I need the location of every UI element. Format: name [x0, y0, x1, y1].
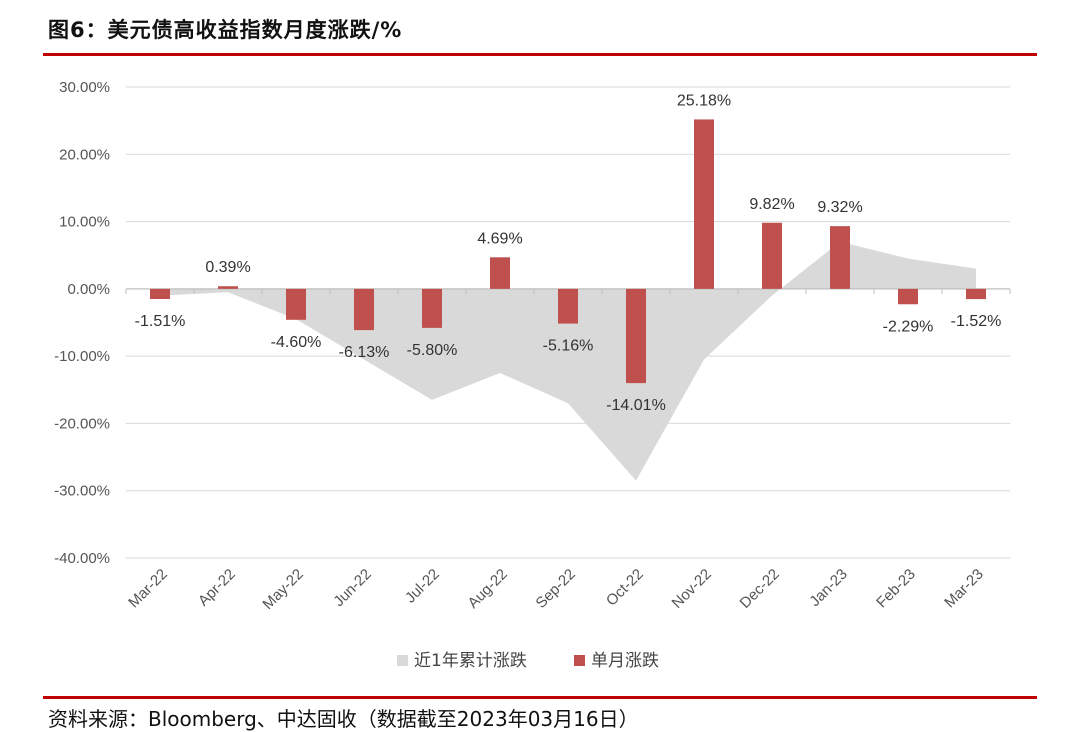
- figure-title: 图6：美元债高收益指数月度涨跌/%: [48, 18, 403, 42]
- bar-feb-23: [898, 288, 918, 305]
- bar-aug-22: [490, 257, 510, 289]
- bar-apr-22: [218, 286, 238, 289]
- x-tick-label: Aug-22: [465, 566, 511, 612]
- data-label-mar-23: -1.52%: [951, 313, 1002, 330]
- data-label-jun-22: -6.13%: [339, 344, 390, 361]
- y-tick-label: 10.00%: [59, 214, 110, 231]
- x-tick-label: Jul-22: [402, 566, 443, 607]
- x-tick-label: Mar-22: [125, 566, 171, 612]
- legend: 近1年累计涨跌 单月涨跌: [397, 651, 659, 671]
- x-tick-label: May-22: [259, 566, 306, 613]
- data-label-jan-23: 9.32%: [817, 199, 862, 216]
- x-tick-label: Mar-23: [941, 566, 987, 612]
- bar-may-22: [286, 288, 306, 320]
- bar-sep-22: [558, 288, 578, 324]
- bar-jun-22: [354, 288, 374, 331]
- cumulative-area-series: [160, 241, 976, 481]
- bar-mar-23: [966, 288, 986, 300]
- y-tick-label: -20.00%: [54, 415, 110, 432]
- bar-mar-22: [150, 288, 170, 300]
- source-divider: [43, 696, 1037, 699]
- y-axis-tick-labels: 30.00% 20.00% 10.00% 0.00% -10.00% -20.00% -30…: [54, 79, 110, 567]
- y-tick-label: 0.00%: [67, 281, 110, 298]
- bar-jul-22: [422, 288, 442, 328]
- y-tick-label: 20.00%: [59, 146, 110, 163]
- x-axis-tick-labels: Mar-22 Apr-22 May-22 Jun-22 Jul-22 Aug-22 Sep-…: [125, 566, 987, 613]
- data-label-feb-23: -2.29%: [883, 318, 934, 335]
- data-label-aug-22: 4.69%: [477, 230, 522, 247]
- data-label-nov-22: 25.18%: [677, 92, 731, 109]
- data-label-apr-22: 0.39%: [205, 259, 250, 276]
- source-note: 资料来源：Bloomberg、中达固收（数据截至2023年03月16日）: [48, 707, 639, 731]
- legend-swatch-monthly: [574, 655, 585, 666]
- bar-oct-22: [626, 288, 646, 384]
- y-tick-label: -10.00%: [54, 348, 110, 365]
- data-label-sep-22: -5.16%: [543, 338, 594, 355]
- y-tick-label: -40.00%: [54, 550, 110, 567]
- monthly-bar-series: [150, 119, 986, 384]
- x-tick-label: Dec-22: [737, 566, 783, 612]
- x-tick-label: Jun-22: [330, 566, 374, 610]
- data-label-may-22: -4.60%: [271, 334, 322, 351]
- data-label-jul-22: -5.80%: [407, 342, 458, 359]
- x-tick-label: Feb-23: [873, 566, 919, 612]
- y-tick-label: 30.00%: [59, 79, 110, 96]
- legend-label-cumulative: 近1年累计涨跌: [414, 651, 527, 671]
- title-divider: [43, 53, 1037, 56]
- legend-swatch-cumulative: [397, 655, 408, 666]
- data-label-dec-22: 9.82%: [749, 196, 794, 213]
- bar-dec-22: [762, 222, 782, 289]
- bar-jan-23: [830, 226, 850, 289]
- bar-nov-22: [694, 119, 714, 289]
- x-tick-label: Oct-22: [603, 566, 647, 610]
- cumulative-area: [160, 241, 976, 481]
- x-tick-label: Sep-22: [533, 566, 579, 612]
- x-tick-label: Nov-22: [669, 566, 715, 612]
- legend-label-monthly: 单月涨跌: [591, 651, 659, 671]
- x-tick-label: Jan-23: [806, 566, 850, 610]
- y-tick-label: -30.00%: [54, 483, 110, 500]
- data-label-oct-22: -14.01%: [606, 397, 666, 414]
- bar-data-labels: -1.51% 0.39% -4.60% -6.13% -5.80% 4.69% -5.16%…: [135, 92, 1002, 414]
- x-tick-label: Apr-22: [195, 566, 239, 610]
- grid-lines: [126, 86, 1010, 559]
- data-label-mar-22: -1.51%: [135, 313, 186, 330]
